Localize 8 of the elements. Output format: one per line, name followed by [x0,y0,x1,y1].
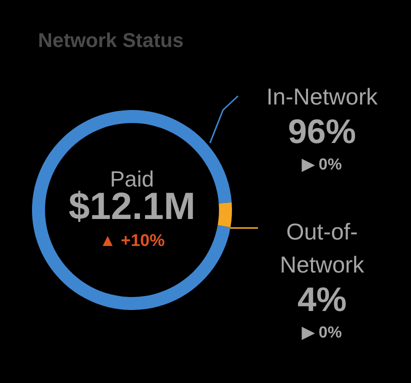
text: ▶ 0% [301,324,342,342]
text: ▶ 0% [301,156,342,174]
text: ▲ +10% [99,231,165,250]
data-label: 4% [297,281,347,319]
slice-label: In-Network [266,84,378,110]
slice-label: Out-of-Network [280,218,365,278]
chart-title: Network Status [38,30,184,52]
data-label: 96% [288,113,356,151]
